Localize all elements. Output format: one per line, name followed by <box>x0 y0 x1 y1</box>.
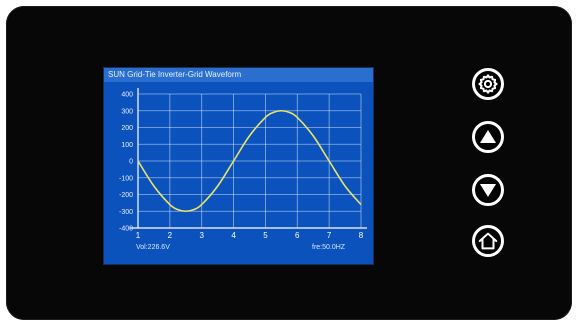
home-icon <box>478 232 498 250</box>
x-tick-label: 7 <box>327 231 332 240</box>
y-tick-label: 100 <box>121 142 133 149</box>
x-tick-label: 4 <box>231 231 236 240</box>
x-tick-label: 2 <box>168 231 173 240</box>
x-tick-label: 6 <box>295 231 300 240</box>
y-tick-label: -300 <box>119 209 133 216</box>
y-tick-label: -200 <box>119 192 133 199</box>
chart-grid <box>130 88 367 229</box>
up-button[interactable] <box>472 121 504 153</box>
x-tick-label: 1 <box>136 231 141 240</box>
x-tick-label: 8 <box>359 231 364 240</box>
y-tick-label: 200 <box>121 125 133 132</box>
x-tick-label: 3 <box>199 231 204 240</box>
voltage-readout: Vol:226.6V <box>136 244 170 251</box>
lcd-screen: SUN Grid-Tie Inverter-Grid Waveform 400 3… <box>104 68 373 264</box>
down-button[interactable] <box>472 174 504 206</box>
frequency-readout: fre:50.0HZ <box>312 244 346 251</box>
y-tick-label: 400 <box>121 92 133 99</box>
y-tick-label: 0 <box>129 159 133 166</box>
gear-icon <box>478 74 498 94</box>
y-tick-label: 300 <box>121 108 133 115</box>
y-tick-label: -400 <box>119 226 133 233</box>
home-button[interactable] <box>472 225 504 257</box>
x-tick-label: 5 <box>263 231 268 240</box>
triangle-up-icon <box>480 130 496 143</box>
y-tick-label: -100 <box>119 175 133 182</box>
settings-button[interactable] <box>472 68 504 100</box>
screen-title: SUN Grid-Tie Inverter-Grid Waveform <box>104 68 373 82</box>
triangle-down-icon <box>480 184 496 197</box>
waveform-line <box>137 109 362 213</box>
